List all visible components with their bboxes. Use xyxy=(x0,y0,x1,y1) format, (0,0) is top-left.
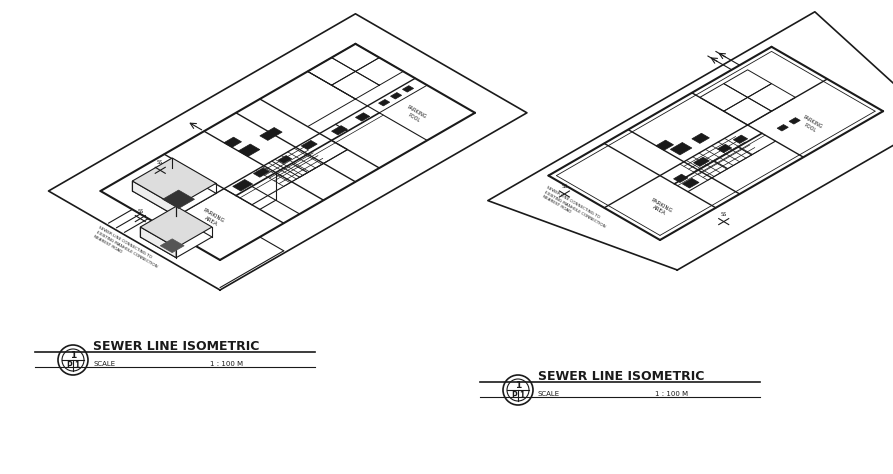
Polygon shape xyxy=(673,174,688,182)
Text: P: P xyxy=(511,392,517,401)
Text: 1 : 100 M: 1 : 100 M xyxy=(655,391,689,397)
Text: P: P xyxy=(66,362,71,371)
Polygon shape xyxy=(331,126,347,135)
Text: 1: 1 xyxy=(74,362,79,371)
Polygon shape xyxy=(260,128,282,140)
Polygon shape xyxy=(777,125,789,131)
Text: 1 : 100 M: 1 : 100 M xyxy=(210,361,243,367)
Text: SS: SS xyxy=(138,209,144,214)
Polygon shape xyxy=(717,144,731,153)
Text: PARKING
POOL: PARKING POOL xyxy=(799,115,823,135)
Text: PARKING
AREA: PARKING AREA xyxy=(199,208,225,229)
Text: 1: 1 xyxy=(70,350,76,359)
Polygon shape xyxy=(278,155,292,164)
Polygon shape xyxy=(140,216,212,258)
Text: PARKING
POOL: PARKING POOL xyxy=(403,105,427,125)
Polygon shape xyxy=(132,168,216,216)
Polygon shape xyxy=(254,168,270,177)
Text: PARKING
AREA: PARKING AREA xyxy=(647,197,673,219)
Text: SS: SS xyxy=(721,211,727,217)
Polygon shape xyxy=(132,158,216,206)
Polygon shape xyxy=(390,92,402,99)
Text: 1: 1 xyxy=(515,381,522,390)
Polygon shape xyxy=(733,135,747,144)
Polygon shape xyxy=(224,137,241,147)
Polygon shape xyxy=(238,144,260,156)
Polygon shape xyxy=(163,190,195,209)
Text: SS: SS xyxy=(562,184,568,189)
Text: SEWER LINE CONNECTING TO
EXISTING MANHOLE CONNECTION
NEAREST ROAD: SEWER LINE CONNECTING TO EXISTING MANHOL… xyxy=(541,186,608,232)
Text: SCALE: SCALE xyxy=(538,391,560,397)
Polygon shape xyxy=(233,180,253,191)
Polygon shape xyxy=(789,118,800,124)
Text: 1: 1 xyxy=(520,392,524,401)
Polygon shape xyxy=(355,113,370,121)
Text: SS: SS xyxy=(157,160,163,165)
Text: SEWER LINE ISOMETRIC: SEWER LINE ISOMETRIC xyxy=(93,339,259,353)
Text: SCALE: SCALE xyxy=(93,361,115,367)
Polygon shape xyxy=(132,181,176,216)
Polygon shape xyxy=(656,140,673,150)
Polygon shape xyxy=(694,157,709,166)
Text: SEWER LINE CONNECTING TO
EXISTING MANHOLE CONNECTION
NEAREST ROAD: SEWER LINE CONNECTING TO EXISTING MANHOL… xyxy=(93,226,160,273)
Polygon shape xyxy=(140,227,176,258)
Polygon shape xyxy=(403,86,413,92)
Text: SEWER LINE ISOMETRIC: SEWER LINE ISOMETRIC xyxy=(538,370,705,383)
Polygon shape xyxy=(301,140,317,150)
Polygon shape xyxy=(160,239,184,253)
Polygon shape xyxy=(692,133,709,144)
Polygon shape xyxy=(671,143,692,155)
Polygon shape xyxy=(140,206,212,248)
Polygon shape xyxy=(682,178,699,188)
Polygon shape xyxy=(379,100,389,106)
